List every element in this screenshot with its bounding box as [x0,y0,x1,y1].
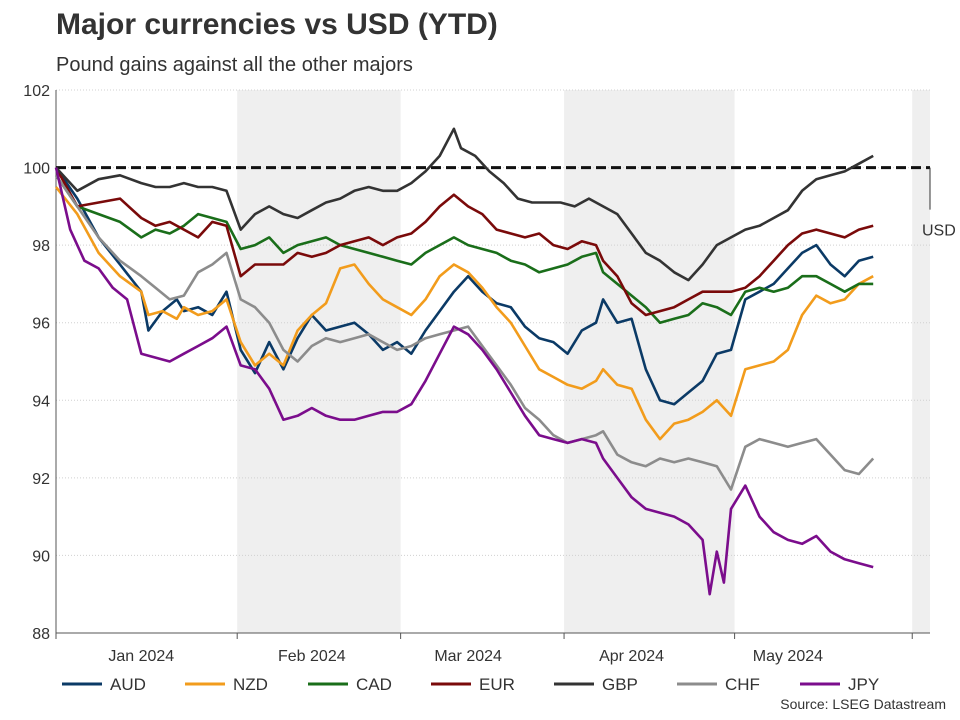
series-line-jpy [54,167,874,596]
shaded-band [237,90,401,633]
axes: 88 90 92 94 96 98 100 102 Jan 2024 Feb 2024 Mar 20… [23,83,930,665]
legend-item-aud: AUD [62,675,146,694]
series-line-gbp [55,127,874,282]
legend-label: JPY [848,675,879,694]
series-line-chf [54,174,875,491]
legend: AUD NZD CAD EUR GBP CHF JPY [62,675,879,694]
y-tick-label: 88 [32,626,50,643]
chart-subtitle: Pound gains against all the other majors [56,54,413,76]
series-line-aud [54,166,874,406]
legend-label: CAD [356,675,392,694]
legend-item-chf: CHF [677,675,760,694]
shaded-band [912,90,930,633]
shaded-months [237,90,930,633]
y-tick-label: 94 [32,393,50,410]
source-note: Source: LSEG Datastream [780,696,946,712]
x-tick-label: Apr 2024 [599,648,664,665]
series-line-eur [54,166,874,317]
legend-item-cad: CAD [308,675,392,694]
series-lines [54,127,875,596]
y-tick-label: 92 [32,471,50,488]
legend-label: NZD [233,675,268,694]
legend-item-gbp: GBP [554,675,638,694]
series-line-cad [54,174,874,324]
usd-reference: USD [56,166,956,240]
y-tick-label: 96 [32,316,50,333]
shaded-band [564,90,735,633]
y-tick-label: 90 [32,548,50,565]
series-line-nzd [54,186,874,441]
y-tick-label: 102 [23,83,50,100]
legend-label: GBP [602,675,638,694]
y-tick-label: 98 [32,238,50,255]
x-tick-label: Mar 2024 [434,648,502,665]
x-tick-label: May 2024 [753,648,823,665]
legend-label: EUR [479,675,515,694]
y-tick-label: 100 [23,161,50,178]
x-tick-label: Feb 2024 [278,648,346,665]
legend-item-nzd: NZD [185,675,268,694]
usd-label: USD [922,223,956,240]
legend-label: CHF [725,675,760,694]
chart-title: Major currencies vs USD (YTD) [56,8,498,41]
x-tick-label: Jan 2024 [108,648,174,665]
legend-item-jpy: JPY [800,675,879,694]
legend-label: AUD [110,675,146,694]
legend-item-eur: EUR [431,675,515,694]
